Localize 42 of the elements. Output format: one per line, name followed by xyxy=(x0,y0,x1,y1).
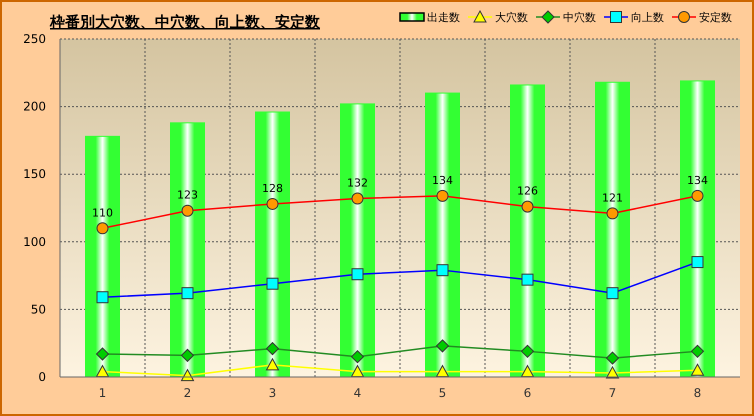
point xyxy=(266,358,279,370)
x-tick-label: 2 xyxy=(184,386,192,400)
data-label: 134 xyxy=(687,174,708,187)
y-tick-label: 200 xyxy=(23,100,46,114)
legend-label: 大穴数 xyxy=(495,11,528,24)
x-tick-label: 6 xyxy=(524,386,532,400)
x-tick-label: 3 xyxy=(268,386,276,400)
x-tick-label: 5 xyxy=(438,386,446,400)
x-tick-label: 7 xyxy=(608,386,616,400)
x-tick-label: 1 xyxy=(98,386,106,400)
legend-label: 向上数 xyxy=(631,11,664,24)
y-tick-label: 0 xyxy=(38,370,46,384)
data-label: 134 xyxy=(432,174,453,187)
bar xyxy=(85,136,120,378)
legend-label: 安定数 xyxy=(699,11,732,24)
x-tick-label: 8 xyxy=(694,386,702,400)
point xyxy=(691,364,704,376)
data-label: 123 xyxy=(177,188,198,202)
point xyxy=(521,365,534,378)
point xyxy=(351,365,364,378)
bar xyxy=(510,84,545,378)
data-label: 132 xyxy=(347,176,368,190)
y-tick-label: 150 xyxy=(23,167,46,182)
point xyxy=(96,365,109,378)
data-label: 110 xyxy=(92,206,113,220)
point xyxy=(436,365,449,378)
legend-label: 出走数 xyxy=(427,11,460,24)
bar xyxy=(255,112,290,378)
bar xyxy=(340,103,375,378)
y-tick-label: 250 xyxy=(23,32,46,46)
bar xyxy=(680,80,715,378)
legend-label: 中穴数 xyxy=(563,11,596,24)
y-tick-label: 50 xyxy=(30,302,46,316)
chart-title: 枠番別大穴数、中穴数、向上数、安定数 xyxy=(49,13,321,31)
x-tick-label: 4 xyxy=(354,386,362,400)
bar xyxy=(170,122,205,378)
bar xyxy=(425,92,460,378)
y-tick-label: 100 xyxy=(23,234,46,249)
bar xyxy=(595,82,630,378)
data-label: 128 xyxy=(262,182,283,195)
data-label: 121 xyxy=(602,191,623,204)
data-label: 126 xyxy=(517,184,538,198)
